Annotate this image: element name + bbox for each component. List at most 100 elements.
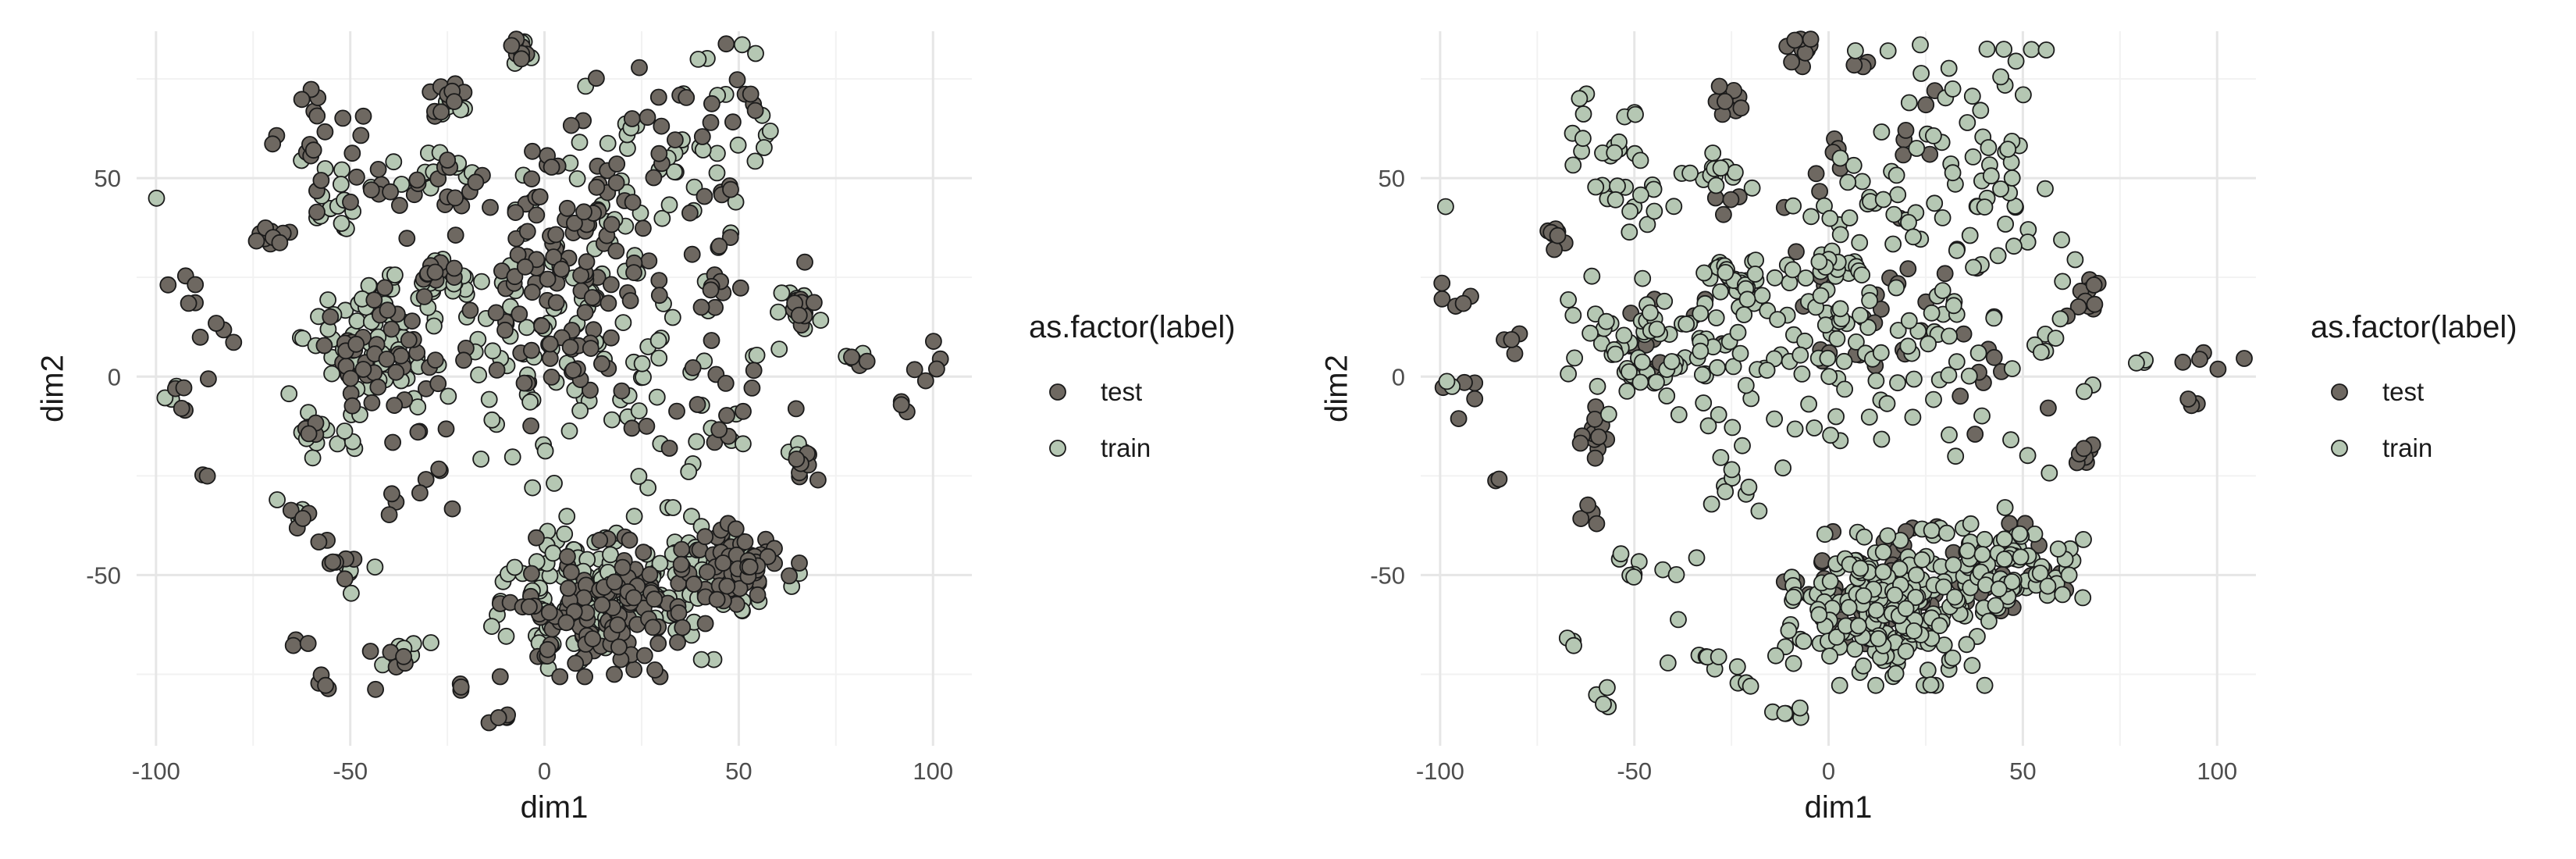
point-test <box>796 253 813 271</box>
point-train <box>2039 577 2057 595</box>
point-train <box>1659 654 1677 672</box>
point-test <box>806 294 823 312</box>
point-train <box>1565 636 1582 654</box>
point-test <box>645 169 663 187</box>
point-train <box>1969 344 1987 362</box>
point-train <box>1853 173 1871 191</box>
point-test <box>562 116 580 134</box>
point-train <box>1889 374 1906 392</box>
point-test <box>721 229 739 247</box>
point-train <box>1821 647 1838 665</box>
point-train <box>1900 213 1917 231</box>
point-test <box>312 172 330 189</box>
point-train <box>1847 333 1865 351</box>
point-train <box>1934 282 1952 300</box>
point-test <box>717 35 735 53</box>
point-train <box>1973 546 1991 563</box>
point-test <box>718 407 735 424</box>
point-train <box>1840 599 1858 616</box>
point-test <box>553 260 571 278</box>
point-train <box>1922 676 1940 693</box>
point-train <box>1587 178 1605 196</box>
point-train <box>1800 395 1818 413</box>
point-test <box>646 590 664 608</box>
point-test <box>575 203 592 221</box>
point-test <box>408 171 426 189</box>
point-train <box>1621 363 1638 381</box>
point-test <box>681 204 699 222</box>
point-train <box>639 479 656 497</box>
point-train <box>1940 366 1958 384</box>
point-test <box>369 160 387 178</box>
point-train <box>1874 563 1892 581</box>
point-train <box>332 176 350 193</box>
point-test <box>271 233 289 251</box>
point-train <box>1853 266 1871 284</box>
point-train <box>1625 569 1643 586</box>
point-test <box>702 113 720 131</box>
point-train <box>689 51 707 68</box>
point-test <box>293 91 311 109</box>
point-test <box>2174 353 2192 371</box>
point-test <box>650 287 668 305</box>
point-test <box>191 328 209 346</box>
point-train <box>1900 312 1918 330</box>
point-train <box>1888 279 1905 297</box>
legend-label-test: test <box>2382 377 2424 406</box>
point-test <box>322 308 340 326</box>
point-test <box>398 230 416 248</box>
point-train <box>409 398 427 415</box>
point-test <box>522 417 539 435</box>
point-train <box>1996 499 2014 516</box>
point-test <box>354 107 372 125</box>
point-test <box>426 351 444 369</box>
point-test <box>710 237 728 255</box>
point-train <box>1935 578 1952 596</box>
point-train <box>1849 617 1867 635</box>
point-train <box>1976 676 1994 694</box>
point-train <box>1836 380 1854 398</box>
point-train <box>1731 344 1749 362</box>
point-train <box>546 475 563 492</box>
point-test <box>582 340 600 358</box>
point-train <box>1816 316 1834 334</box>
point-test <box>621 531 639 549</box>
point-train <box>1816 526 1834 544</box>
point-train <box>1923 522 1941 540</box>
series-train <box>1437 36 2154 726</box>
point-train <box>2053 231 2070 249</box>
point-test <box>696 187 713 205</box>
point-test <box>395 647 412 665</box>
point-train <box>2012 548 2030 566</box>
point-test <box>660 440 678 457</box>
point-train <box>1564 156 1582 174</box>
point-train <box>1758 362 1776 380</box>
legend-title: as.factor(label) <box>2311 310 2517 344</box>
point-train <box>1959 542 1976 560</box>
point-test <box>710 421 728 439</box>
point-train <box>1959 114 1976 131</box>
point-test <box>717 374 735 392</box>
point-test <box>284 636 302 654</box>
point-train <box>1707 176 1725 194</box>
point-test <box>1845 56 1863 74</box>
point-test <box>641 565 659 583</box>
point-test <box>742 85 760 103</box>
point-train <box>269 491 286 508</box>
point-test <box>380 506 398 523</box>
x-tick-label: 50 <box>725 757 752 785</box>
point-train <box>1615 326 1633 344</box>
point-test <box>576 304 594 322</box>
point-train <box>571 134 589 151</box>
point-train <box>1879 42 1897 59</box>
legend-key-train <box>1049 440 1066 457</box>
point-train <box>156 389 174 407</box>
point-test <box>447 189 464 207</box>
point-test <box>496 321 514 339</box>
point-test <box>624 194 642 212</box>
point-train <box>1820 368 1838 386</box>
point-test <box>607 242 625 260</box>
point-train <box>1695 264 1713 282</box>
point-test <box>225 333 243 351</box>
point-test <box>670 604 688 622</box>
